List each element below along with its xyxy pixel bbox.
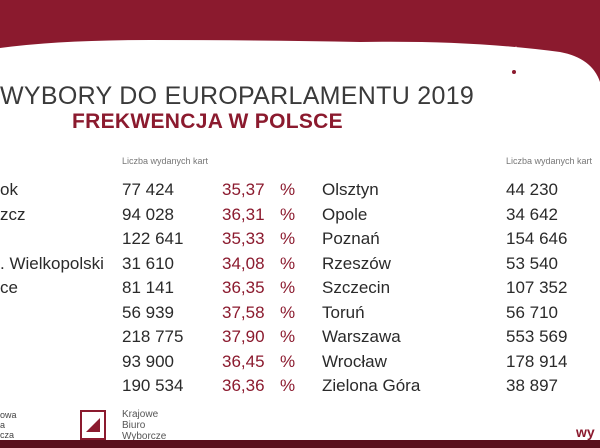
city-name-left: ok xyxy=(0,180,18,199)
table-row: 93 900 36,45% Wrocław 178 914 xyxy=(0,352,600,376)
turnout-percent: 36,31 xyxy=(222,204,265,224)
city-name-right: Warszawa xyxy=(322,327,401,346)
cards-issued-left: 122 641 xyxy=(122,229,184,248)
cards-issued-right: 178 914 xyxy=(506,351,568,371)
city-name-right: Rzeszów xyxy=(322,253,391,273)
table-row: 56 939 37,58% Toruń 56 710 xyxy=(0,303,600,327)
header-red-band xyxy=(0,0,600,82)
turnout-percent: 35,37 xyxy=(222,180,265,199)
percent-unit: % xyxy=(280,229,296,248)
cards-column-header-right: Liczba wydanych kart xyxy=(506,156,593,166)
turnout-percent: 36,45 xyxy=(222,351,265,371)
cards-issued-left: 81 141 xyxy=(122,278,174,297)
cards-column-header-left: Liczba wydanych kart xyxy=(122,156,209,166)
table-row: 122 641 35,33% Poznań 154 646 xyxy=(0,229,600,253)
cards-issued-right: 107 352 xyxy=(506,278,568,297)
table-row: 218 775 37,90% Warszawa 553 569 xyxy=(0,327,600,351)
percent-unit: % xyxy=(280,253,296,273)
city-name-right: Poznań xyxy=(322,229,380,248)
percent-unit: % xyxy=(280,376,296,395)
city-name-right: Olsztyn xyxy=(322,180,379,199)
cards-issued-right: 38 897 xyxy=(506,376,558,395)
percent-unit: % xyxy=(280,302,296,322)
cards-issued-right: 34 642 xyxy=(506,204,558,224)
table-row: zcz 94 028 36,31% Opole 34 642 xyxy=(0,205,600,229)
city-name-right: Toruń xyxy=(322,302,365,322)
bottom-bar xyxy=(0,440,600,448)
cards-issued-right: 44 230 xyxy=(506,180,558,199)
city-name-right: Opole xyxy=(322,204,368,224)
cards-issued-right: 553 569 xyxy=(506,327,568,346)
turnout-percent: 37,90 xyxy=(222,327,265,346)
page-subtitle: FREKWENCJA W POLSCE xyxy=(72,110,343,133)
table-row: ok 77 424 35,37% Olsztyn 44 230 xyxy=(0,180,600,204)
cards-issued-right: 53 540 xyxy=(506,253,558,273)
cards-issued-left: 218 775 xyxy=(122,327,184,346)
pkw-name: Krajowe Biuro Wyborcze xyxy=(122,409,167,442)
footer-left-text: owa a cza xyxy=(0,410,17,440)
footer-right-text: wy xyxy=(576,424,595,440)
page-title: WYBORY DO EUROPARLAMENTU 2019 xyxy=(0,82,475,110)
cards-issued-left: 94 028 xyxy=(122,204,174,224)
percent-unit: % xyxy=(280,327,296,346)
turnout-percent: 34,08 xyxy=(222,253,265,273)
city-name-left: ce xyxy=(0,278,18,297)
pkw-logo-icon xyxy=(80,410,106,440)
turnout-percent: 36,35 xyxy=(222,278,265,297)
cards-issued-right: 56 710 xyxy=(506,302,558,322)
cards-issued-right: 154 646 xyxy=(506,229,568,248)
eagle-emblem-icon xyxy=(486,46,529,122)
cards-issued-left: 77 424 xyxy=(122,180,174,199)
table-row: ce 81 141 36,35% Szczecin 107 352 xyxy=(0,278,600,302)
cards-issued-left: 190 534 xyxy=(122,376,184,395)
percent-unit: % xyxy=(280,351,296,371)
cards-issued-left: 93 900 xyxy=(122,351,174,371)
city-name-left: . Wielkopolski xyxy=(0,253,104,273)
turnout-percent: 37,58 xyxy=(222,302,265,322)
percent-unit: % xyxy=(280,278,296,297)
turnout-percent: 36,36 xyxy=(222,376,265,395)
city-name-left: zcz xyxy=(0,204,26,224)
table-row: . Wielkopolski 31 610 34,08% Rzeszów 53 540 xyxy=(0,254,600,278)
cards-issued-left: 31 610 xyxy=(122,253,174,273)
table-row: 190 534 36,36% Zielona Góra 38 897 xyxy=(0,376,600,400)
percent-unit: % xyxy=(280,180,296,199)
turnout-percent: 35,33 xyxy=(222,229,265,248)
percent-unit: % xyxy=(280,204,296,224)
cards-issued-left: 56 939 xyxy=(122,302,174,322)
city-name-right: Zielona Góra xyxy=(322,376,421,395)
city-name-right: Wrocław xyxy=(322,351,387,371)
city-name-right: Szczecin xyxy=(322,278,391,297)
